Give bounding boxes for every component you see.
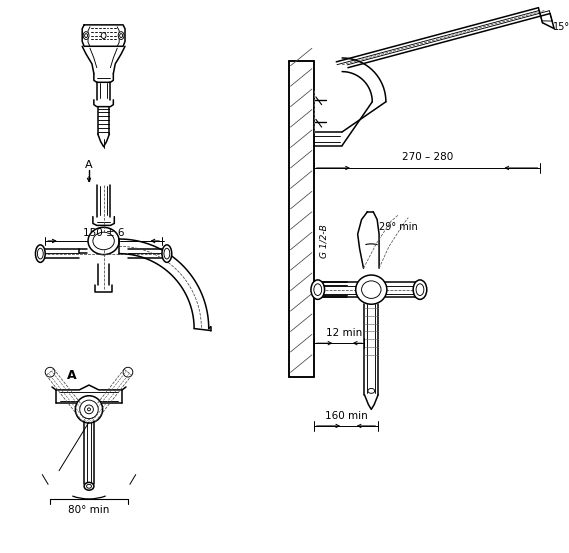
Ellipse shape — [356, 275, 387, 304]
Text: A: A — [85, 160, 93, 170]
Ellipse shape — [164, 248, 170, 259]
Text: 29° min: 29° min — [379, 222, 418, 232]
Ellipse shape — [85, 405, 93, 414]
Ellipse shape — [119, 34, 122, 38]
Text: G 1/2-B: G 1/2-B — [320, 224, 329, 258]
Bar — [288, 61, 314, 377]
Ellipse shape — [35, 245, 45, 262]
Ellipse shape — [368, 388, 375, 393]
Text: A: A — [67, 369, 76, 382]
Ellipse shape — [85, 34, 88, 38]
Text: 270 – 280: 270 – 280 — [402, 152, 453, 162]
Ellipse shape — [93, 232, 114, 250]
Ellipse shape — [83, 32, 89, 39]
Ellipse shape — [75, 396, 102, 423]
Text: 160 min: 160 min — [324, 411, 368, 421]
Ellipse shape — [88, 408, 90, 411]
Ellipse shape — [314, 284, 321, 295]
Ellipse shape — [84, 482, 94, 490]
Text: 12 min: 12 min — [326, 328, 362, 338]
Ellipse shape — [162, 245, 172, 262]
Text: 80° min: 80° min — [68, 505, 110, 515]
Text: 150 ± 6: 150 ± 6 — [83, 228, 125, 238]
Ellipse shape — [118, 32, 124, 39]
Ellipse shape — [80, 400, 98, 419]
Ellipse shape — [86, 484, 92, 488]
Ellipse shape — [45, 367, 55, 377]
Ellipse shape — [361, 281, 381, 299]
Ellipse shape — [311, 280, 324, 299]
Ellipse shape — [416, 284, 424, 295]
Ellipse shape — [123, 367, 133, 377]
Text: 15°: 15° — [553, 22, 569, 32]
Ellipse shape — [88, 227, 119, 254]
Ellipse shape — [413, 280, 427, 299]
Ellipse shape — [101, 33, 106, 39]
Ellipse shape — [38, 248, 43, 259]
